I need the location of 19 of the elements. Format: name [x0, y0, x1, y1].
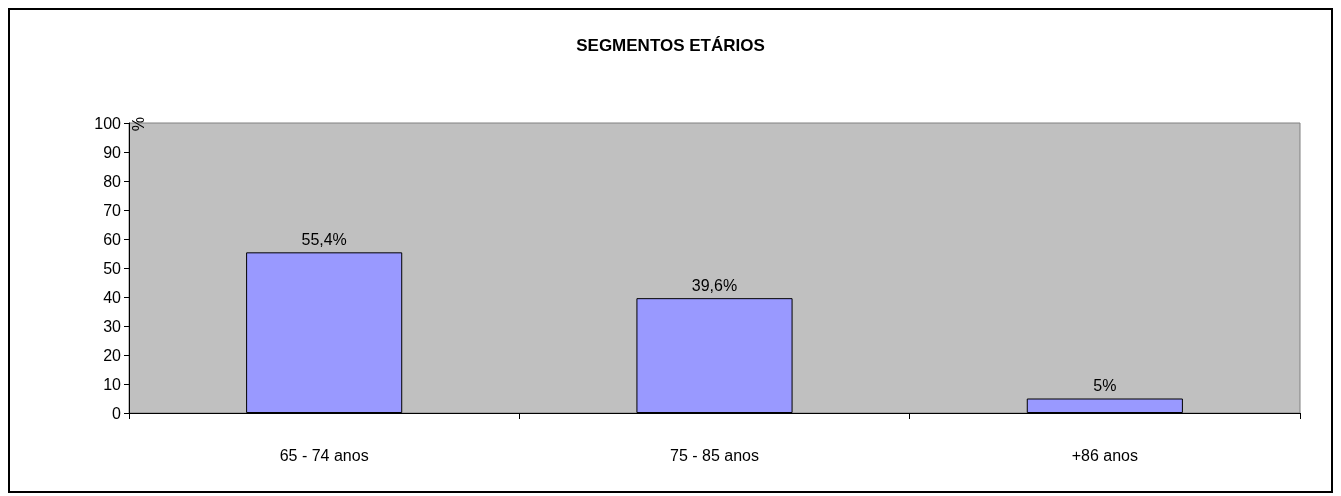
x-tick-label: 65 - 74 anos [279, 446, 369, 464]
y-tick-label: 10 [103, 375, 122, 393]
y-tick-label: 0 [112, 404, 122, 422]
y-tick-label: 20 [103, 346, 122, 364]
y-tick-label: 50 [103, 259, 122, 277]
y-axis-title: % [128, 117, 146, 132]
data-label: 55,4% [301, 230, 347, 248]
chart-title: SEGMENTOS ETÁRIOS [576, 36, 765, 55]
y-tick-label: 70 [103, 201, 122, 219]
x-tick-label: 75 - 85 anos [670, 446, 759, 464]
y-tick-label: 30 [103, 317, 122, 335]
data-label: 5% [1093, 377, 1117, 394]
y-tick-label: 80 [103, 172, 122, 190]
y-tick-label: 90 [103, 143, 122, 161]
y-tick-label: 100 [94, 114, 122, 132]
x-tick-label: +86 anos [1071, 446, 1138, 464]
data-label: 39,6% [691, 276, 738, 294]
y-tick-label: 60 [103, 230, 122, 248]
y-tick-label: 40 [103, 288, 122, 306]
